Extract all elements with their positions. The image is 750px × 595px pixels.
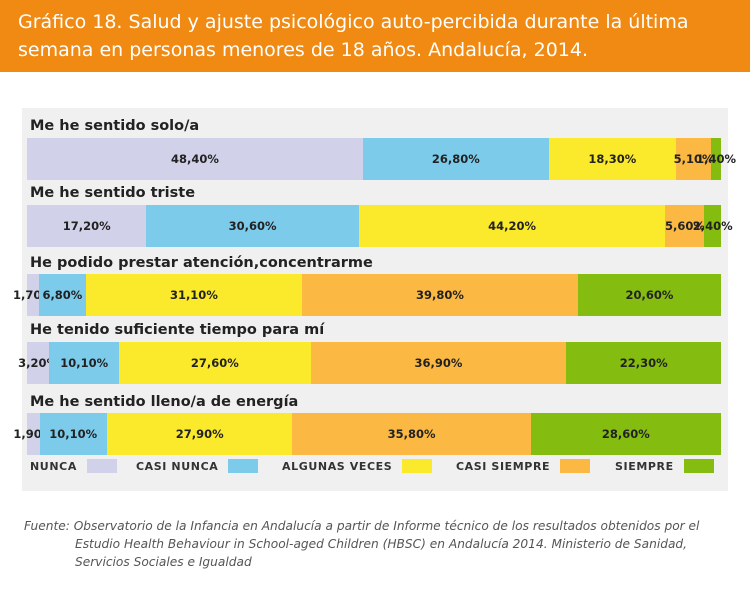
data-label: 28,60% xyxy=(601,427,650,441)
bar-segment: 10,10% xyxy=(39,413,107,455)
chart-legend: NUNCA CASI NUNCA ALGUNAS VECES CASI SIEMPRE… xyxy=(30,459,720,481)
data-label: 20,60% xyxy=(625,288,674,302)
question-label: Me he sentido triste xyxy=(30,185,196,201)
bar-segment: 36,90% xyxy=(310,342,567,384)
bar-segment: 10,10% xyxy=(49,342,120,384)
data-label: 5,60% xyxy=(664,219,705,233)
data-label: 31,10% xyxy=(169,288,218,302)
question-label: He podido prestar atención,concentrarme xyxy=(30,255,373,271)
chart-title-line-1: Gráfico 18. Salud y ajuste psicológico a… xyxy=(18,11,689,33)
legend-swatch xyxy=(228,459,259,473)
legend-item: SIEMPRE xyxy=(615,459,714,473)
bar-segment: 35,80% xyxy=(292,413,531,455)
legend-item: ALGUNAS VECES xyxy=(282,459,433,473)
legend-label: ALGUNAS VECES xyxy=(282,459,393,473)
data-label: 30,60% xyxy=(228,219,277,233)
legend-item: CASI SIEMPRE xyxy=(456,459,591,473)
data-label: 2,40% xyxy=(692,219,733,233)
question-label: He tenido suficiente tiempo para mí xyxy=(30,322,325,338)
bar-row: 1,90% 10,10% 27,90% 35,80% 28,60% xyxy=(13,413,721,455)
bar-segment: 28,60% xyxy=(530,413,721,455)
legend-label: SIEMPRE xyxy=(615,459,674,473)
data-label: 10,10% xyxy=(60,356,109,370)
data-label: 18,30% xyxy=(588,152,637,166)
data-label: 44,20% xyxy=(488,219,537,233)
bar-row: 3,20% 10,10% 27,60% 36,90% 22,30% xyxy=(18,342,721,384)
bar-segment: 20,60% xyxy=(578,274,721,316)
bar-segment: 17,20% xyxy=(27,205,147,247)
data-label: 10,10% xyxy=(49,427,98,441)
bar-segment: 48,40% xyxy=(27,138,363,180)
bar-segment: 3,20% xyxy=(18,342,58,384)
data-label: 27,90% xyxy=(175,427,224,441)
data-label: 22,30% xyxy=(619,356,668,370)
bar-segment: 6,80% xyxy=(38,274,86,316)
bar-segment: 30,60% xyxy=(146,205,359,247)
source-note: Fuente: Observatorio de la Infancia en A… xyxy=(24,517,736,571)
legend-swatch xyxy=(402,459,433,473)
data-label: 5,10% xyxy=(673,152,714,166)
chart-header: Gráfico 18. Salud y ajuste psicológico a… xyxy=(0,0,750,72)
data-label: 1,40% xyxy=(696,152,737,166)
data-label: 6,80% xyxy=(42,288,83,302)
bar-row: 1,70% 6,80% 31,10% 39,80% 20,60% xyxy=(13,274,721,316)
data-label: 48,40% xyxy=(170,152,219,166)
bar-segment: 1,40% xyxy=(696,138,736,180)
source-line-3: Servicios Sociales e Igualdad xyxy=(75,555,252,569)
data-label: 35,80% xyxy=(387,427,436,441)
data-label: 17,20% xyxy=(62,219,111,233)
question-label: Me he sentido solo/a xyxy=(30,118,200,134)
bar-segment: 5,60% xyxy=(664,205,705,247)
data-label: 36,90% xyxy=(414,356,463,370)
data-label: 3,20% xyxy=(18,356,59,370)
bar-segment: 26,80% xyxy=(362,138,549,180)
bar-segment: 27,60% xyxy=(119,342,311,384)
data-label: 39,80% xyxy=(415,288,464,302)
source-line-1: Fuente: Observatorio de la Infancia en A… xyxy=(24,519,700,533)
question-label: Me he sentido lleno/a de energía xyxy=(30,394,299,410)
bar-segment: 31,10% xyxy=(85,274,302,316)
chart-title-line-2: semana en personas menores de 18 años. A… xyxy=(18,39,589,61)
legend-swatch xyxy=(683,459,714,473)
bar-segment: 44,20% xyxy=(358,205,666,247)
bar-row: 17,20% 30,60% 44,20% 5,60% 2,40% xyxy=(27,205,733,247)
bar-segment: 2,40% xyxy=(693,205,733,247)
bar-segment: 5,10% xyxy=(673,138,714,180)
bar-segment: 1,70% xyxy=(13,274,53,316)
data-label: 27,60% xyxy=(190,356,239,370)
data-label: 26,80% xyxy=(431,152,480,166)
legend-item: CASI NUNCA xyxy=(136,459,259,473)
bar-segment: 22,30% xyxy=(566,342,721,384)
legend-item: NUNCA xyxy=(30,459,117,473)
legend-swatch xyxy=(560,459,591,473)
bar-segment: 1,90% xyxy=(13,413,53,455)
source-line-2: Estudio Health Behaviour in School-aged … xyxy=(75,537,688,551)
bar-segment: 39,80% xyxy=(301,274,579,316)
bar-segment: 27,90% xyxy=(106,413,293,455)
bar-row: 48,40% 26,80% 18,30% 5,10% 1,40% xyxy=(27,138,736,180)
legend-label: CASI SIEMPRE xyxy=(456,459,551,473)
legend-label: NUNCA xyxy=(30,459,77,473)
legend-swatch xyxy=(86,459,117,473)
bar-segment: 18,30% xyxy=(548,138,676,180)
legend-label: CASI NUNCA xyxy=(136,459,219,473)
